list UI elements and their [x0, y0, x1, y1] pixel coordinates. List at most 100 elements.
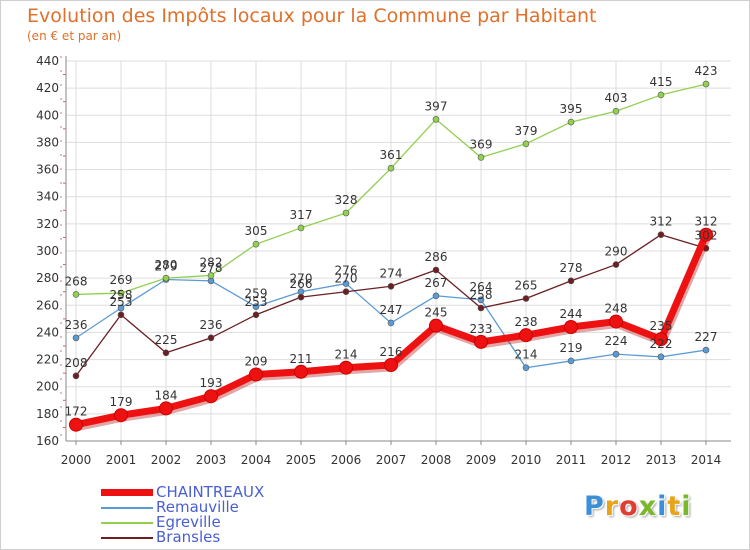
- data-label: 248: [605, 302, 628, 316]
- y-tick-label: 220: [36, 353, 59, 367]
- data-label: 397: [425, 99, 448, 113]
- data-point: [522, 295, 530, 302]
- data-label: 423: [695, 64, 718, 78]
- data-point: [519, 328, 533, 343]
- data-point: [252, 240, 260, 248]
- data-label: 290: [605, 245, 628, 259]
- data-label: 258: [110, 288, 133, 302]
- data-label: 214: [335, 348, 358, 362]
- legend-label: Egreville: [156, 513, 221, 531]
- y-tick-label: 160: [36, 434, 59, 448]
- data-point: [429, 318, 443, 333]
- data-label: 179: [110, 395, 133, 409]
- data-point: [432, 116, 440, 123]
- x-tick-label: 2009: [466, 453, 497, 467]
- data-point: [72, 334, 80, 342]
- data-point: [477, 304, 485, 312]
- data-point: [297, 224, 305, 232]
- data-label: 279: [155, 260, 178, 274]
- x-tick-label: 2005: [286, 453, 317, 467]
- data-point: [249, 367, 263, 382]
- data-label: 219: [560, 341, 583, 355]
- data-label: 216: [380, 345, 403, 359]
- data-labels: 172 179 184 193 209 211 214 216 245 233 238 244 248 2…: [65, 64, 718, 419]
- data-label: 253: [110, 295, 133, 309]
- y-tick-label: 440: [36, 54, 59, 68]
- legend-label: CHAINTREAUX: [156, 483, 265, 501]
- proxiti-logo: Proxiti: [584, 491, 692, 522]
- data-label: 274: [380, 266, 403, 280]
- data-label: 236: [65, 318, 88, 332]
- series-lines: [69, 80, 713, 432]
- data-point: [657, 91, 665, 99]
- data-label: 312: [695, 215, 718, 229]
- data-label: 247: [380, 303, 403, 317]
- data-point: [432, 266, 440, 274]
- legend-label: Remauville: [156, 498, 239, 516]
- data-point: [384, 358, 398, 372]
- data-label: 245: [425, 306, 448, 320]
- data-label: 270: [335, 272, 358, 286]
- x-tick-label: 2010: [511, 453, 542, 467]
- x-tick-label: 2003: [196, 453, 227, 467]
- x-tick-label: 2006: [331, 453, 362, 467]
- data-label: 361: [380, 148, 403, 162]
- x-tick-label: 2000: [61, 453, 92, 467]
- data-point: [702, 80, 710, 88]
- data-label: 244: [560, 307, 583, 321]
- data-label: 225: [155, 333, 178, 347]
- data-point: [654, 332, 668, 347]
- data-label: 211: [290, 352, 313, 366]
- data-label: 328: [335, 193, 358, 207]
- data-label: 286: [425, 250, 448, 264]
- data-label: 258: [470, 288, 493, 302]
- data-label: 369: [470, 137, 493, 151]
- data-label: 278: [560, 261, 583, 275]
- x-tick-label: 2011: [556, 453, 587, 467]
- y-tick-label: 360: [36, 163, 59, 177]
- data-point: [474, 334, 488, 349]
- y-tick-label: 200: [36, 380, 59, 394]
- data-point: [702, 346, 710, 354]
- data-point: [207, 334, 215, 342]
- data-label: 222: [650, 337, 673, 351]
- data-label: 227: [695, 330, 718, 344]
- data-point: [522, 140, 530, 148]
- x-tick-label: 2013: [646, 453, 677, 467]
- data-label: 305: [245, 224, 268, 238]
- y-tick-label: 340: [36, 190, 59, 204]
- data-point: [612, 261, 620, 268]
- data-point: [342, 288, 350, 296]
- data-point: [477, 296, 485, 304]
- x-tick-label: 2002: [151, 453, 182, 467]
- data-label: 268: [65, 274, 88, 288]
- y-tick-label: 320: [36, 217, 59, 231]
- data-label: 282: [200, 255, 223, 269]
- data-label: 193: [200, 376, 223, 390]
- data-point: [162, 349, 170, 357]
- data-label: 172: [65, 405, 88, 419]
- data-label: 270: [290, 272, 313, 286]
- data-point: [252, 303, 260, 310]
- data-point: [207, 277, 215, 285]
- x-tick-label: 2014: [691, 453, 722, 467]
- data-point: [387, 319, 395, 327]
- data-point: [117, 304, 125, 312]
- axes: 160 180 200 220 240 260 280 300 320 340 360 380 400 4…: [36, 54, 731, 467]
- data-point: [162, 274, 170, 282]
- data-label: 214: [515, 348, 538, 362]
- data-point: [294, 364, 308, 379]
- data-point: [117, 311, 125, 319]
- data-label: 259: [245, 287, 268, 301]
- y-tick-label: 260: [36, 298, 59, 312]
- x-tick-label: 2008: [421, 453, 452, 467]
- data-point: [72, 372, 80, 380]
- data-point: [297, 293, 305, 301]
- data-point: [204, 389, 218, 404]
- data-label: 265: [515, 279, 538, 293]
- data-point: [612, 350, 620, 358]
- data-point: [432, 292, 440, 300]
- data-point: [477, 154, 485, 161]
- data-label: 209: [245, 355, 268, 369]
- data-label: 264: [470, 280, 493, 294]
